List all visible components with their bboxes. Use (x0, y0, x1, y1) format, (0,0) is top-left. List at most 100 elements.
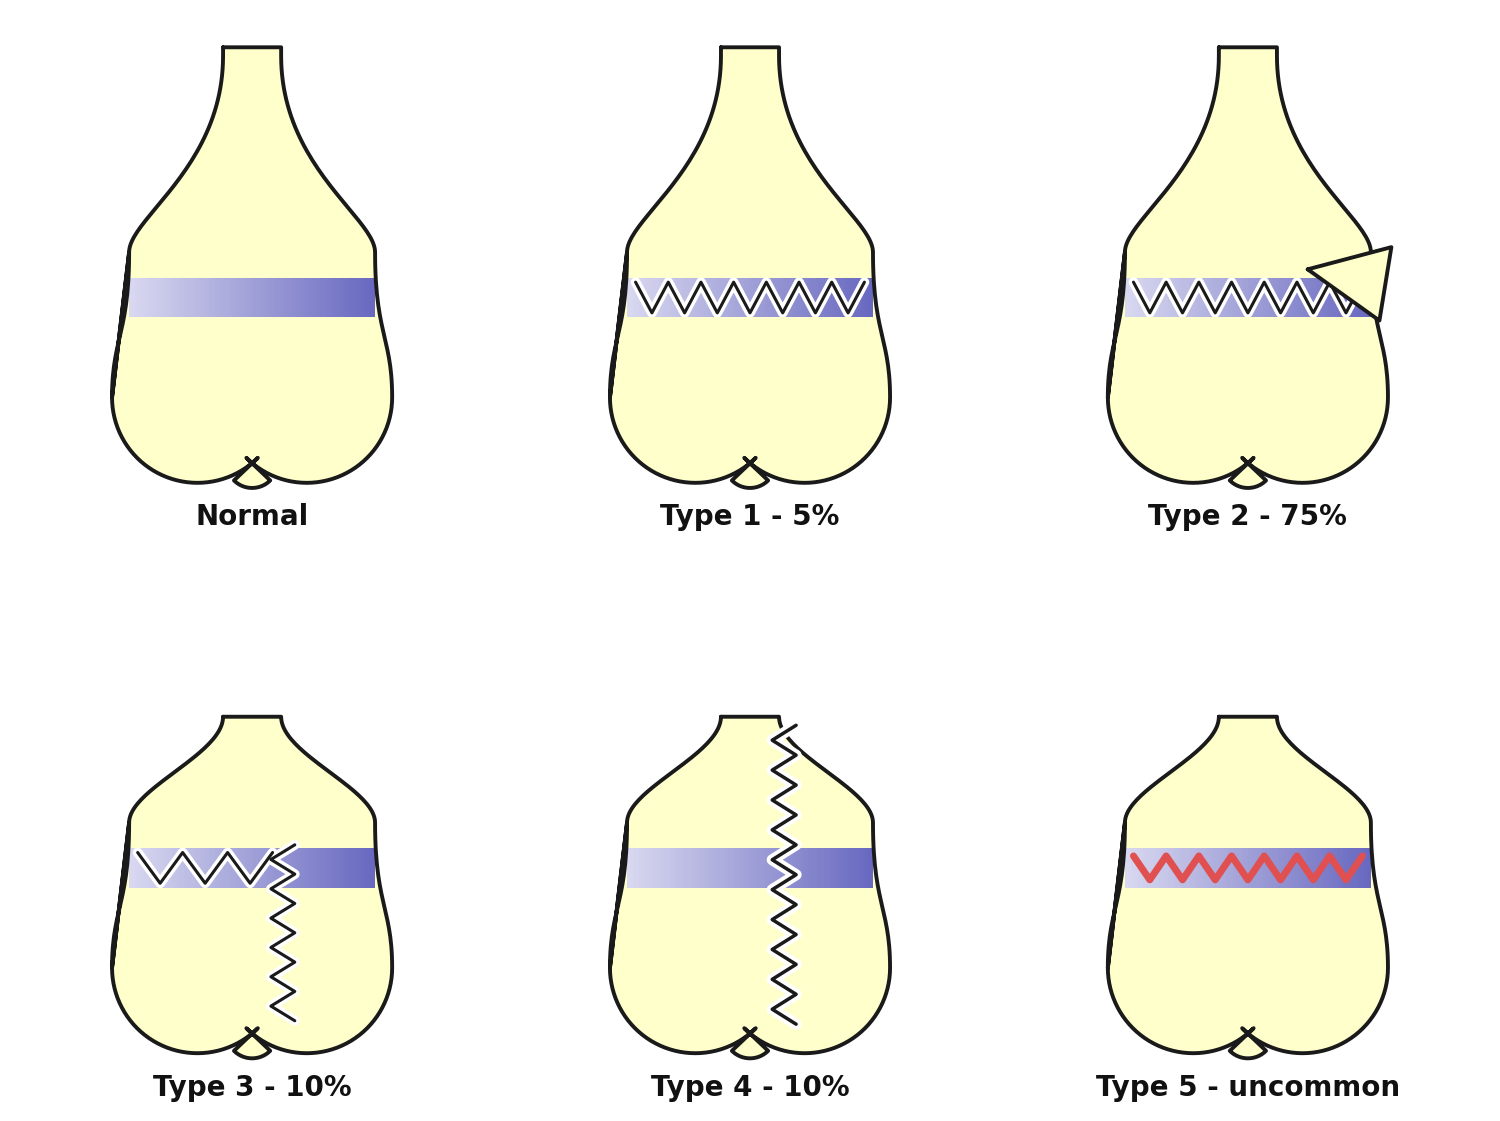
Polygon shape (1202, 849, 1204, 888)
Polygon shape (735, 278, 738, 317)
Polygon shape (1190, 278, 1192, 317)
Polygon shape (338, 849, 342, 888)
Polygon shape (654, 849, 658, 888)
Polygon shape (1266, 278, 1269, 317)
Polygon shape (240, 278, 243, 317)
Polygon shape (1263, 278, 1266, 317)
Polygon shape (1192, 849, 1196, 888)
Polygon shape (258, 278, 261, 317)
Polygon shape (1236, 849, 1239, 888)
Polygon shape (1300, 278, 1304, 317)
Polygon shape (1108, 716, 1388, 1058)
Polygon shape (261, 278, 264, 317)
Polygon shape (864, 849, 867, 888)
Polygon shape (228, 278, 231, 317)
Polygon shape (802, 278, 806, 317)
Polygon shape (342, 849, 345, 888)
Polygon shape (160, 278, 164, 317)
Polygon shape (861, 278, 864, 317)
Polygon shape (1362, 278, 1365, 317)
Polygon shape (668, 278, 670, 317)
Polygon shape (1340, 278, 1344, 317)
Polygon shape (706, 278, 710, 317)
Polygon shape (1146, 849, 1149, 888)
Polygon shape (1192, 278, 1196, 317)
Polygon shape (178, 278, 182, 317)
Polygon shape (1368, 278, 1371, 317)
Polygon shape (290, 278, 292, 317)
Polygon shape (1220, 278, 1224, 317)
Polygon shape (1131, 278, 1134, 317)
Polygon shape (1330, 849, 1334, 888)
Polygon shape (302, 278, 304, 317)
Polygon shape (1180, 849, 1184, 888)
Polygon shape (214, 849, 219, 888)
Polygon shape (1278, 849, 1282, 888)
Polygon shape (1220, 849, 1224, 888)
Polygon shape (642, 278, 645, 317)
Polygon shape (202, 849, 206, 888)
Polygon shape (796, 849, 800, 888)
Polygon shape (1162, 849, 1166, 888)
Polygon shape (1210, 849, 1215, 888)
Polygon shape (345, 278, 348, 317)
Polygon shape (304, 849, 307, 888)
Polygon shape (1248, 849, 1251, 888)
Polygon shape (135, 849, 138, 888)
Polygon shape (790, 849, 794, 888)
Polygon shape (1336, 849, 1341, 888)
Polygon shape (234, 278, 237, 317)
Polygon shape (1166, 849, 1168, 888)
Polygon shape (166, 849, 170, 888)
Polygon shape (710, 849, 714, 888)
Polygon shape (747, 278, 750, 317)
Polygon shape (651, 278, 656, 317)
Polygon shape (716, 278, 720, 317)
Polygon shape (158, 849, 160, 888)
Polygon shape (830, 849, 833, 888)
Polygon shape (1137, 278, 1140, 317)
Polygon shape (1198, 278, 1202, 317)
Polygon shape (1137, 849, 1140, 888)
Polygon shape (132, 278, 135, 317)
Polygon shape (1155, 849, 1160, 888)
Polygon shape (234, 849, 237, 888)
Polygon shape (172, 849, 176, 888)
Polygon shape (704, 849, 706, 888)
Polygon shape (610, 47, 890, 488)
Polygon shape (790, 278, 794, 317)
Polygon shape (1286, 278, 1288, 317)
Polygon shape (664, 849, 668, 888)
Polygon shape (243, 278, 246, 317)
Polygon shape (322, 849, 326, 888)
Polygon shape (284, 278, 286, 317)
Polygon shape (662, 849, 664, 888)
Polygon shape (808, 278, 812, 317)
Polygon shape (1224, 849, 1227, 888)
Polygon shape (1174, 278, 1178, 317)
Polygon shape (138, 278, 141, 317)
Polygon shape (302, 849, 304, 888)
Polygon shape (286, 278, 290, 317)
Polygon shape (249, 849, 252, 888)
Polygon shape (756, 278, 759, 317)
Polygon shape (1275, 849, 1280, 888)
Polygon shape (304, 278, 307, 317)
Polygon shape (680, 849, 682, 888)
Polygon shape (1342, 849, 1347, 888)
Polygon shape (1172, 849, 1174, 888)
Polygon shape (292, 849, 296, 888)
Text: Type 5 - uncommon: Type 5 - uncommon (1096, 1074, 1400, 1102)
Polygon shape (184, 849, 188, 888)
Polygon shape (676, 278, 680, 317)
Polygon shape (1304, 278, 1306, 317)
Polygon shape (1350, 278, 1353, 317)
Polygon shape (1318, 849, 1322, 888)
Polygon shape (141, 849, 144, 888)
Polygon shape (1292, 278, 1294, 317)
Polygon shape (1294, 278, 1298, 317)
Polygon shape (219, 849, 222, 888)
Polygon shape (771, 278, 776, 317)
Polygon shape (768, 278, 771, 317)
Polygon shape (372, 849, 375, 888)
